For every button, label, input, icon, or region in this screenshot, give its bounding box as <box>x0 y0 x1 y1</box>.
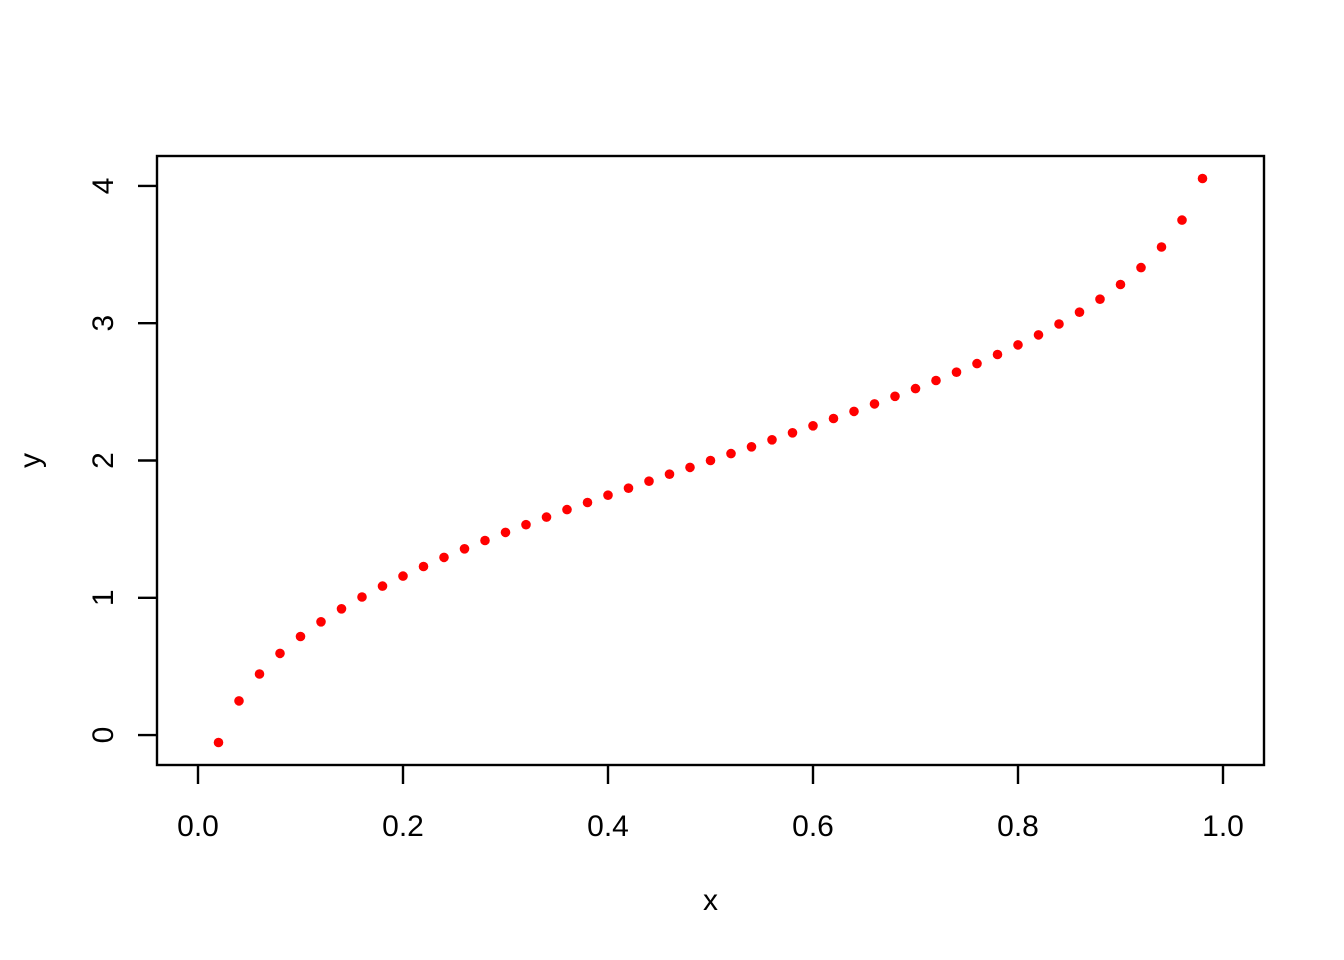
data-point <box>787 428 798 438</box>
data-point <box>1115 279 1126 290</box>
x-tick-label: 0.4 <box>587 810 629 843</box>
data-point <box>213 737 224 748</box>
data-point <box>541 512 552 522</box>
data-point <box>910 383 921 394</box>
data-point <box>1013 340 1023 350</box>
data-point <box>849 406 859 417</box>
data-point <box>828 413 839 424</box>
data-point <box>951 367 962 378</box>
data-point <box>1054 319 1064 329</box>
data-point <box>890 391 900 402</box>
data-point <box>1197 173 1208 184</box>
data-point <box>480 535 490 546</box>
data-point <box>357 592 367 602</box>
x-axis-title: x <box>703 884 718 917</box>
x-tick-label: 0.6 <box>792 810 834 843</box>
data-point <box>746 442 757 452</box>
data-point <box>582 497 593 508</box>
y-axis: 0 1 2 3 4 <box>87 178 157 744</box>
data-point <box>500 527 511 538</box>
data-point <box>767 435 777 445</box>
data-point <box>1095 294 1105 305</box>
data-point <box>459 544 470 554</box>
data-point <box>1033 330 1044 340</box>
data-point <box>336 604 347 614</box>
y-tick-label: 2 <box>87 452 120 469</box>
data-point <box>295 631 306 642</box>
data-point <box>521 519 531 530</box>
data-point <box>931 375 941 386</box>
data-point <box>869 399 880 409</box>
data-points <box>213 173 1208 748</box>
data-point <box>1177 215 1187 225</box>
data-point <box>644 476 654 487</box>
data-point <box>418 561 429 572</box>
data-point <box>972 358 982 369</box>
x-axis: 0.0 0.2 0.4 0.6 0.8 1.0 <box>177 765 1244 843</box>
data-point <box>1074 307 1085 318</box>
y-tick-label: 4 <box>87 178 120 195</box>
y-axis-title: y <box>14 453 47 468</box>
data-point <box>562 504 572 515</box>
data-point <box>664 469 675 480</box>
data-point <box>275 648 285 659</box>
data-point <box>603 490 613 501</box>
data-point <box>1136 262 1146 273</box>
x-tick-label: 0.8 <box>997 810 1039 843</box>
data-point <box>439 552 449 563</box>
data-point <box>705 455 716 466</box>
y-tick-label: 1 <box>87 589 120 606</box>
data-point <box>992 349 1003 360</box>
data-point <box>377 581 388 591</box>
y-tick-label: 3 <box>87 315 120 332</box>
data-point <box>234 696 244 706</box>
x-tick-label: 0.0 <box>177 810 219 843</box>
data-point <box>398 571 408 581</box>
data-point <box>623 483 634 494</box>
x-tick-label: 1.0 <box>1202 810 1244 843</box>
data-point <box>254 669 265 679</box>
data-point <box>808 421 818 431</box>
data-point <box>316 617 326 627</box>
data-point <box>726 448 736 459</box>
x-tick-label: 0.2 <box>382 810 424 843</box>
data-point <box>1156 242 1167 252</box>
y-tick-label: 0 <box>87 727 120 744</box>
data-point <box>685 462 695 473</box>
